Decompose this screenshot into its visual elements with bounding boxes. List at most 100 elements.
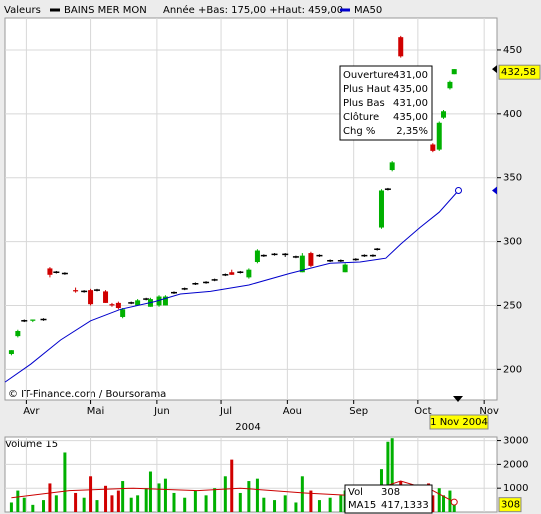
volume-bar [273,500,277,512]
tooltip-value: 431,00 [393,70,428,81]
candle-body [229,272,235,275]
legend-name: BAINS MER MON [64,5,147,16]
volume-bar [390,438,394,512]
candle-body [342,264,348,273]
date-pointer [453,396,463,402]
x-tick-label: Oct [414,406,431,417]
tooltip-key: Clôture [343,111,379,123]
volume-bar [116,490,120,512]
volume-info-value: 308 [381,487,400,498]
volume-bar [230,459,234,512]
volume-bar [317,500,321,512]
volume-bar [48,483,52,512]
volume-info-key: MA15 [348,500,376,511]
date-box [429,414,489,430]
volume-bar [110,495,114,512]
volume-bar [172,492,176,512]
x-tick-label: Jul [219,406,232,417]
ma-line-end [450,498,458,506]
close-pointer [492,65,497,74]
x-tick-label: Jun [153,406,170,417]
candle-body [447,81,453,89]
volume-info-key: Vol [348,487,363,498]
candle-body [430,144,436,151]
volume-bar [339,495,343,512]
volume-bar [144,488,148,512]
volume-bar [452,504,456,512]
candle-body [135,300,141,306]
candle-body [254,250,260,263]
volume-bar [262,497,266,512]
volume-bar [223,476,227,512]
candle-body [389,162,395,171]
y-tick-label: 400 [503,109,522,120]
y-tick-label: 3000 [503,436,528,447]
volume-bar [213,488,217,512]
candle-body [299,255,305,273]
x-axis-label: 2004 [235,422,260,433]
tooltip-key: Chg % [343,126,375,137]
candle-body [8,350,14,355]
x-tick-label: Aou [283,406,302,417]
y-tick-label: 2000 [503,459,528,470]
volume-bar [31,504,35,512]
x-tick-label: Sep [349,406,368,417]
volume-bar [163,478,167,512]
volume-bar [16,490,20,512]
volume-bar [9,502,13,512]
volume-bar [328,497,332,512]
volume-bar [136,495,140,512]
candle-body [398,37,404,57]
candle-body [378,190,384,228]
candle-body [15,331,21,337]
volume-bar [121,481,125,512]
candle-body [115,302,121,309]
volume-bar [431,495,435,512]
tooltip-value: 431,00 [393,98,428,109]
volume-bar [448,490,452,512]
volume-bar [283,495,287,512]
volume-bar [442,495,446,512]
volume-bar [193,490,197,512]
volume-bar [238,492,242,512]
candle-body [162,296,168,306]
volume-bar [183,497,187,512]
candle-body [156,296,162,306]
candle-body [308,253,314,266]
date-label: 1 Nov 2004 [430,417,488,428]
volume-bar [63,452,67,512]
candle-body [109,304,115,306]
candle-body [246,269,252,278]
volume-bar [22,497,26,512]
tooltip-key: Plus Bas [343,98,385,109]
candle-body [30,319,36,321]
candle-body [120,309,126,317]
candle-body [436,122,442,150]
volume-bar [89,476,93,512]
y-tick-label: 450 [503,45,522,56]
subtitle: Année +Bas: 175,00 +Haut: 459,00 [163,4,343,16]
volume-bar [437,488,441,512]
value-box-label: 308 [501,500,520,511]
volume-bar [104,485,108,512]
x-tick-label: Avr [23,406,40,417]
candle-body [451,69,457,75]
candle-body [103,291,109,303]
value-box [498,64,541,80]
volume-bar [82,497,86,512]
x-tick-label: Mai [87,406,105,417]
candle-body [73,290,79,292]
credit: © IT-Finance.com / Boursorama [8,389,166,400]
tooltip-key: Plus Haut [343,84,391,95]
tooltip-value: 2,35% [396,126,428,137]
volume-bar [247,481,251,512]
value-box-label: 432,58 [501,67,536,78]
tooltip-value: 435,00 [393,84,428,95]
volume-bar [95,500,99,512]
volume-bar [300,476,304,512]
legend-ma: MA50 [354,5,382,16]
x-tick-label: Nov [479,406,499,417]
ma-pointer [492,186,497,195]
volume-bar [129,497,133,512]
